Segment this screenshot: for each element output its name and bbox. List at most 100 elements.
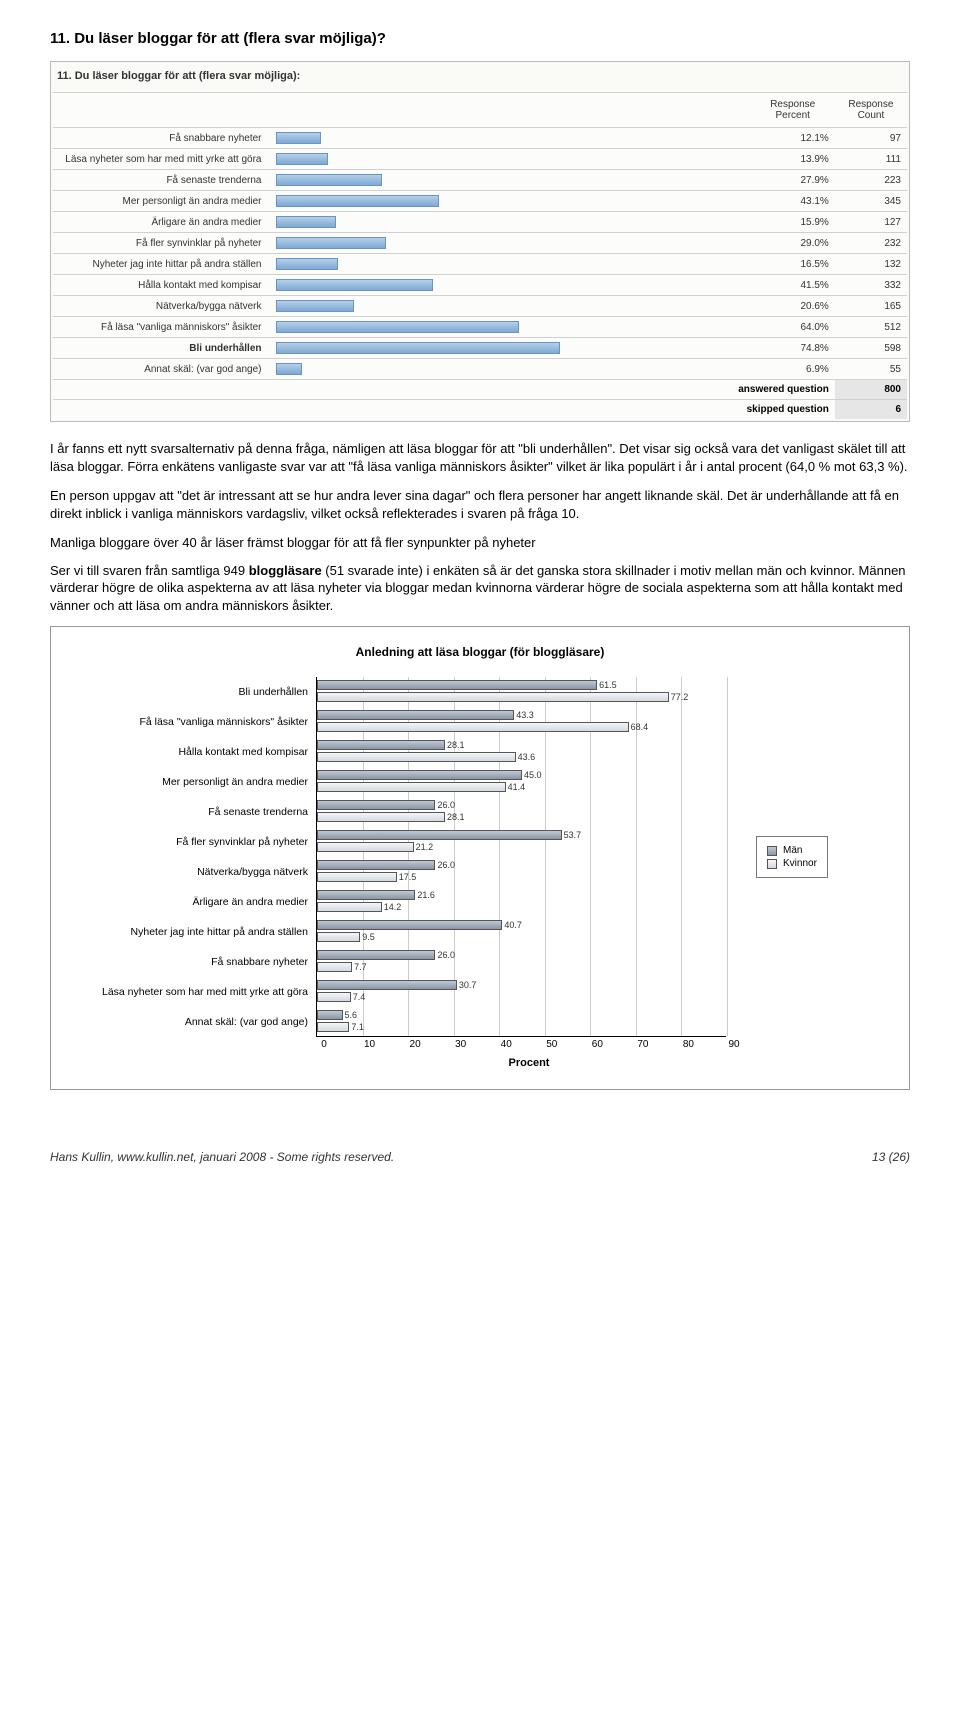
row-bar	[276, 363, 302, 375]
table-row: Läsa nyheter som har med mitt yrke att g…	[53, 149, 907, 170]
answered-value: 800	[835, 380, 907, 400]
chart-y-label: Nätverka/bygga nätverk	[81, 857, 308, 887]
chart-bar-women-value: 41.4	[505, 782, 526, 792]
legend-swatch-men	[767, 846, 777, 856]
row-bar-cell	[270, 191, 751, 212]
table-row: Annat skäl: (var god ange)6.9%55	[53, 359, 907, 380]
row-percent: 16.5%	[751, 254, 835, 275]
chart-bar-men: 61.5	[317, 680, 597, 690]
row-count: 223	[835, 170, 907, 191]
chart-bar-men: 30.7	[317, 980, 457, 990]
row-percent: 74.8%	[751, 338, 835, 359]
skipped-value: 6	[835, 400, 907, 420]
chart-y-label: Mer personligt än andra medier	[81, 767, 308, 797]
chart-y-label: Nyheter jag inte hittar på andra ställen	[81, 917, 308, 947]
row-percent: 27.9%	[751, 170, 835, 191]
table-row: Nyheter jag inte hittar på andra ställen…	[53, 254, 907, 275]
chart-bar-women-value: 43.6	[515, 752, 536, 762]
row-label: Läsa nyheter som har med mitt yrke att g…	[53, 149, 270, 170]
row-bar-cell	[270, 338, 751, 359]
chart-bar-men-value: 53.7	[561, 830, 582, 840]
chart-bar-women: 7.7	[317, 962, 352, 972]
chart-bar-women-value: 9.5	[359, 932, 375, 942]
chart-x-tick: 30	[455, 1039, 466, 1050]
chart-bar-men-value: 43.3	[513, 710, 534, 720]
chart-bar-group: 26.0 28.1	[317, 797, 726, 827]
chart-x-tick: 60	[592, 1039, 603, 1050]
chart-bar-women: 41.4	[317, 782, 506, 792]
chart-x-axis: 0102030405060708090	[324, 1037, 734, 1051]
row-bar-cell	[270, 296, 751, 317]
chart-bar-women: 17.5	[317, 872, 397, 882]
row-percent: 43.1%	[751, 191, 835, 212]
row-bar-cell	[270, 170, 751, 191]
row-label: Få senaste trenderna	[53, 170, 270, 191]
chart-x-tick: 80	[683, 1039, 694, 1050]
chart-y-label: Få senaste trenderna	[81, 797, 308, 827]
row-label: Få fler synvinklar på nyheter	[53, 233, 270, 254]
chart-bar-women: 21.2	[317, 842, 414, 852]
row-count: 165	[835, 296, 907, 317]
paragraph-1: I år fanns ett nytt svarsalternativ på d…	[50, 440, 910, 475]
chart-y-label: Annat skäl: (var god ange)	[81, 1007, 308, 1037]
table-row: Ärligare än andra medier15.9%127	[53, 212, 907, 233]
chart-x-title: Procent	[324, 1057, 734, 1069]
row-bar	[276, 132, 322, 144]
chart-bar-men-value: 30.7	[456, 980, 477, 990]
row-bar	[276, 279, 434, 291]
chart-bar-men: 53.7	[317, 830, 562, 840]
chart-bar-women: 9.5	[317, 932, 360, 942]
chart-bar-women: 14.2	[317, 902, 382, 912]
footer-left: Hans Kullin, www.kullin.net, januari 200…	[50, 1150, 394, 1164]
chart-bar-group: 26.0 17.5	[317, 857, 726, 887]
row-bar	[276, 174, 382, 186]
chart-y-label: Få fler synvinklar på nyheter	[81, 827, 308, 857]
chart-bar-men: 43.3	[317, 710, 514, 720]
row-label: Få läsa "vanliga människors" åsikter	[53, 317, 270, 338]
col-response-count: Response Count	[835, 93, 907, 128]
chart-legend: Män Kvinnor	[756, 836, 828, 878]
chart-bar-women: 43.6	[317, 752, 516, 762]
chart-bar-men-value: 26.0	[434, 860, 455, 870]
chart-bar-men-value: 61.5	[596, 680, 617, 690]
row-label: Nätverka/bygga nätverk	[53, 296, 270, 317]
page-footer: Hans Kullin, www.kullin.net, januari 200…	[50, 1150, 910, 1164]
chart-bar-women: 28.1	[317, 812, 445, 822]
chart-bar-men: 21.6	[317, 890, 415, 900]
chart-bar-group: 21.6 14.2	[317, 887, 726, 917]
chart-bar-women-value: 68.4	[628, 722, 649, 732]
chart-bar-women-value: 7.4	[350, 992, 366, 1002]
table-row: Få läsa "vanliga människors" åsikter 64.0…	[53, 317, 907, 338]
row-percent: 20.6%	[751, 296, 835, 317]
row-count: 97	[835, 128, 907, 149]
chart-bar-women: 7.1	[317, 1022, 349, 1032]
chart-bar-women-value: 7.7	[351, 962, 367, 972]
chart-bar-men-value: 40.7	[501, 920, 522, 930]
paragraph-3: Ser vi till svaren från samtliga 949 blo…	[50, 562, 910, 615]
row-percent: 41.5%	[751, 275, 835, 296]
row-bar-cell	[270, 254, 751, 275]
chart-title: Anledning att läsa bloggar (för bloggläs…	[81, 645, 879, 659]
chart-y-labels: Bli underhållenFå läsa "vanliga människo…	[81, 677, 316, 1037]
chart-x-tick: 0	[321, 1039, 327, 1050]
chart-bar-group: 5.67.1	[317, 1007, 726, 1037]
table-row: Få snabbare nyheter12.1%97	[53, 128, 907, 149]
chart-bar-women-value: 7.1	[348, 1022, 364, 1032]
chart-bar-women: 68.4	[317, 722, 629, 732]
row-percent: 64.0%	[751, 317, 835, 338]
chart-bar-men-value: 28.1	[444, 740, 465, 750]
row-percent: 13.9%	[751, 149, 835, 170]
chart-x-tick: 40	[501, 1039, 512, 1050]
chart-container: Anledning att läsa bloggar (för bloggläs…	[50, 626, 910, 1090]
chart-bar-group: 61.577.2	[317, 677, 726, 707]
chart-bar-men-value: 26.0	[434, 800, 455, 810]
p3-part-a: Ser vi till svaren från samtliga 949	[50, 563, 249, 578]
chart-x-tick: 90	[728, 1039, 739, 1050]
chart-y-label: Ärligare än andra medier	[81, 887, 308, 917]
chart-bar-men: 28.1	[317, 740, 445, 750]
skipped-label: skipped question	[53, 400, 835, 420]
chart-bar-men: 26.0	[317, 950, 435, 960]
row-bar	[276, 258, 339, 270]
row-bar	[276, 237, 386, 249]
row-bar-cell	[270, 128, 751, 149]
